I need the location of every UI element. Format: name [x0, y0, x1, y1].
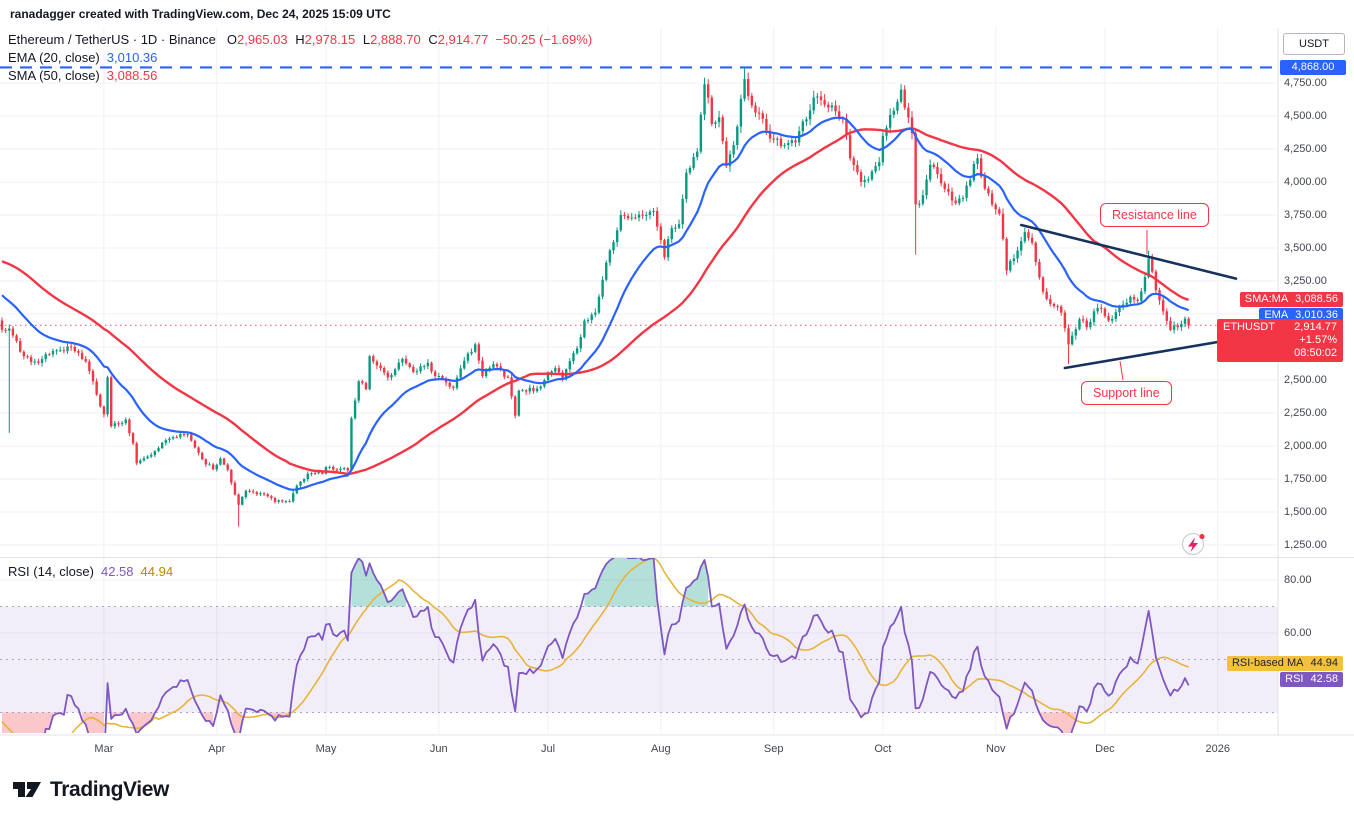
resistance-callout[interactable]: Resistance line: [1100, 203, 1209, 227]
time-tick-label: Jun: [429, 743, 448, 755]
credit-line: ranadagger created with TradingView.com,…: [10, 7, 391, 21]
support-callout[interactable]: Support line: [1081, 381, 1172, 405]
time-tick-label: Jul: [540, 743, 556, 755]
price-tick-label: 2,000.00: [1284, 440, 1327, 452]
support-trendline[interactable]: [1063, 340, 1220, 370]
ema-line: [1, 116, 1190, 491]
rsi-tick-label: 80.00: [1284, 574, 1312, 586]
candles: [0, 67, 1190, 527]
ath-price-label: 4,868.00: [1280, 60, 1346, 75]
rsi-legend: RSI (14, close) 42.58 44.94: [8, 563, 173, 581]
price-tick-label: 2,500.00: [1284, 374, 1327, 386]
ema-indicator-label[interactable]: EMA (20, close): [8, 50, 100, 65]
time-tick-label: 2026: [1205, 743, 1230, 755]
chart-legend: Ethereum / TetherUS · 1D · Binance O2,96…: [8, 31, 592, 85]
last-price-axis-label: ETHUSDT 2,914.77 +1.57% 08:50:02: [1217, 319, 1343, 362]
currency-toggle-button[interactable]: USDT: [1283, 33, 1345, 55]
footer-brand[interactable]: TradingView: [12, 777, 169, 803]
price-tick-label: 4,250.00: [1284, 143, 1327, 155]
open-value: 2,965.03: [236, 32, 288, 47]
rsi-line: [43, 558, 1190, 733]
resistance-trendline[interactable]: [1019, 223, 1238, 280]
time-tick-label: May: [315, 743, 337, 755]
rsi-indicator-value: 42.58: [100, 564, 134, 579]
sma-axis-label: SMA:MA 3,088.56: [1239, 292, 1343, 307]
last-price-change: +1.57%: [1299, 334, 1337, 346]
high-value: 2,978.15: [304, 32, 356, 47]
rsi-ma-indicator-value: 44.94: [140, 564, 174, 579]
bar-countdown: 08:50:02: [1294, 347, 1337, 359]
sma-legend-row: SMA (50, close) 3,088.56: [8, 67, 157, 84]
lightning-quick-action-icon[interactable]: [1181, 531, 1207, 557]
tradingview-wordmark: TradingView: [50, 778, 169, 801]
time-tick-label: Apr: [208, 743, 226, 755]
time-tick-label: Aug: [651, 743, 671, 755]
low-label: L: [362, 32, 371, 47]
time-tick-label: Mar: [94, 743, 114, 755]
rsi-ma-axis-label: RSI-based MA 44.94: [1226, 656, 1343, 671]
ohlc-values: O2,965.03 H2,978.15 L2,888.70 C2,914.77: [223, 31, 488, 48]
gridlines: [0, 28, 1278, 734]
change-value: −50.25 (−1.69%): [495, 32, 593, 47]
rsi-legend-row: RSI (14, close) 42.58 44.94: [8, 563, 173, 580]
sma-line: [1, 126, 1189, 476]
price-tick-label: 4,500.00: [1284, 110, 1327, 122]
rsi-axis-label: RSI 42.58: [1280, 672, 1343, 687]
symbol-legend-row: Ethereum / TetherUS · 1D · Binance O2,96…: [8, 31, 592, 48]
sma-indicator-label[interactable]: SMA (50, close): [8, 68, 100, 83]
tradingview-logo-icon: [13, 782, 41, 797]
rsi-ma-axis-label-name: RSI-based MA: [1231, 657, 1304, 669]
price-tick-label: 2,250.00: [1284, 407, 1327, 419]
ema-axis-label-name: EMA: [1264, 309, 1289, 321]
time-tick-label: Dec: [1095, 743, 1115, 755]
price-tick-label: 1,750.00: [1284, 473, 1327, 485]
close-value: 2,914.77: [437, 32, 489, 47]
close-label: C: [428, 32, 438, 47]
ema-legend-row: EMA (20, close) 3,010.36: [8, 49, 157, 66]
time-tick-label: Sep: [763, 743, 784, 755]
sma-axis-label-name: SMA:MA: [1244, 293, 1289, 305]
rsi-tick-label: 60.00: [1284, 627, 1312, 639]
price-tick-label: 4,750.00: [1284, 77, 1327, 89]
sma-indicator-value: 3,088.56: [106, 68, 158, 83]
last-price-value: 2,914.77: [1294, 321, 1337, 333]
price-tick-label: 3,500.00: [1284, 242, 1327, 254]
price-tick-label: 3,750.00: [1284, 209, 1327, 221]
price-tick-label: 1,250.00: [1284, 539, 1327, 551]
rsi-axis-label-value: 42.58: [1310, 673, 1338, 685]
ema-axis-label-value: 3,010.36: [1295, 309, 1338, 321]
rsi-ma-axis-label-value: 44.94: [1310, 657, 1338, 669]
rsi-ma-line: [1, 558, 1189, 733]
time-tick-label: Oct: [874, 743, 892, 755]
rsi-axis-label-name: RSI: [1285, 673, 1304, 685]
low-value: 2,888.70: [370, 32, 421, 47]
open-label: O: [226, 32, 237, 47]
ema-indicator-value: 3,010.36: [106, 50, 158, 65]
symbol-title[interactable]: Ethereum / TetherUS · 1D · Binance: [8, 32, 216, 47]
price-tick-label: 1,500.00: [1284, 506, 1327, 518]
support-callout-tail: [1119, 360, 1124, 381]
rsi-indicator-label[interactable]: RSI (14, close): [8, 564, 94, 579]
sma-axis-label-value: 3,088.56: [1295, 293, 1338, 305]
rsi-band: [0, 606, 1278, 713]
high-label: H: [295, 32, 305, 47]
time-tick-label: Nov: [985, 743, 1006, 755]
price-tick-label: 3,250.00: [1284, 275, 1327, 287]
price-tick-label: 4,000.00: [1284, 176, 1327, 188]
last-price-symbol: ETHUSDT: [1223, 321, 1275, 333]
